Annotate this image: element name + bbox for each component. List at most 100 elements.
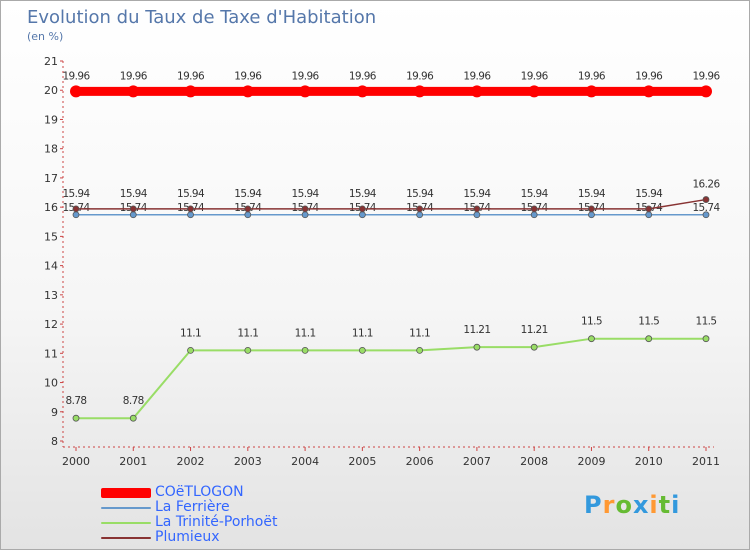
- data-label: 11.1: [352, 327, 373, 339]
- data-point: [588, 205, 595, 213]
- y-tick-label: 13: [44, 289, 58, 302]
- data-label: 19.96: [578, 70, 606, 82]
- x-tick-label: 2008: [520, 455, 548, 468]
- data-label: 11.1: [180, 327, 201, 339]
- data-label: 11.21: [521, 324, 548, 336]
- data-label: 15.94: [292, 188, 320, 200]
- data-point: [416, 346, 424, 354]
- data-point: [72, 205, 80, 213]
- data-point: [702, 335, 710, 343]
- data-point: [585, 85, 598, 98]
- x-tick-label: 2007: [463, 455, 491, 468]
- data-point: [473, 343, 481, 351]
- data-point: [241, 85, 254, 98]
- data-label: 15.94: [62, 188, 90, 200]
- series-2: 8.78 8.78 11.1 11.1 11.1 11.1 11.1 11.21 11.21 11…: [66, 316, 717, 422]
- y-tick-label: 8: [51, 435, 58, 448]
- series-line: [76, 337, 706, 420]
- y-tick-label: 20: [44, 84, 58, 97]
- data-label: 19.96: [234, 70, 262, 82]
- data-label: 19.96: [120, 70, 148, 82]
- legend-item: La Trinité-Porhoët: [101, 515, 277, 530]
- data-label: 8.78: [123, 395, 144, 407]
- logo-letter: o: [615, 491, 633, 519]
- data-point: [299, 85, 312, 98]
- y-tick-label: 10: [44, 377, 58, 390]
- data-label: 11.5: [638, 316, 659, 328]
- y-tick-label: 19: [44, 113, 58, 126]
- y-tick-label: 18: [44, 143, 58, 156]
- legend: COëTLOGON La Ferrière La Trinité-Porhoët Pl…: [101, 485, 277, 545]
- data-label: 15.94: [349, 188, 377, 200]
- data-label: 8.78: [66, 395, 87, 407]
- data-point: [528, 85, 541, 98]
- data-label: 15.94: [521, 188, 549, 200]
- x-tick-label: 2001: [119, 455, 147, 468]
- data-point: [358, 346, 366, 354]
- axes: 8 9 10 11 12 13 14 15 16 17 18 19 20 21 2000 2001 2002 20…: [44, 55, 720, 468]
- x-tick-label: 2002: [177, 455, 205, 468]
- y-tick-label: 21: [44, 55, 58, 68]
- series-3: 15.94 15.94 15.94 15.94 15.94 15.94 15.94 15.94…: [62, 179, 721, 213]
- logo-letter: i: [671, 491, 681, 519]
- series-1: 15.7415.7415.7415.7415.7415.7415.7415.74…: [62, 202, 721, 219]
- y-tick-label: 15: [44, 230, 58, 243]
- legend-item: COëTLOGON: [101, 485, 277, 500]
- data-label: 15.94: [120, 188, 148, 200]
- legend-swatch: [101, 536, 151, 539]
- data-point: [645, 205, 653, 213]
- y-tick-label: 17: [44, 172, 58, 185]
- data-label: 16.26: [692, 179, 720, 191]
- data-point: [702, 196, 710, 203]
- legend-label: COëTLOGON: [155, 484, 244, 500]
- data-label: 19.96: [62, 70, 90, 82]
- data-label: 19.96: [177, 70, 205, 82]
- data-point: [530, 343, 538, 351]
- data-point: [127, 85, 140, 98]
- data-point: [588, 335, 595, 343]
- data-point: [473, 205, 481, 213]
- x-tick-label: 2004: [291, 455, 319, 468]
- series-0: 19.96 19.96 19.96 19.96 19.96 19.96 19.96 19.96…: [62, 70, 721, 98]
- legend-swatch: [101, 506, 151, 509]
- logo-letter: P: [584, 491, 603, 519]
- logo-letter: r: [602, 491, 616, 519]
- proxiti-logo: Proxiti: [584, 491, 680, 519]
- y-tick-label: 11: [44, 347, 58, 360]
- x-tick-label: 2006: [406, 455, 434, 468]
- y-tick-label: 9: [51, 406, 58, 419]
- data-point: [530, 205, 538, 213]
- data-label: 11.1: [237, 327, 258, 339]
- data-point: [413, 85, 426, 98]
- data-point: [187, 346, 194, 354]
- series-layer: 8.78 8.78 11.1 11.1 11.1 11.1 11.1 11.21 11.21 11…: [62, 70, 721, 422]
- data-point: [416, 205, 424, 213]
- data-point: [70, 85, 82, 98]
- x-tick-label: 2000: [62, 455, 90, 468]
- data-point: [187, 205, 194, 213]
- data-point: [72, 414, 80, 422]
- legend-item: La Ferrière: [101, 500, 277, 515]
- data-point: [642, 85, 655, 98]
- logo-letter: t: [658, 491, 672, 519]
- x-tick-label: 2009: [577, 455, 605, 468]
- data-label: 11.21: [463, 324, 490, 336]
- data-point: [356, 85, 369, 98]
- legend-label: La Ferrière: [155, 499, 230, 515]
- chart-title: Evolution du Taux de Taxe d'Habitation: [27, 7, 377, 28]
- data-point: [700, 85, 712, 98]
- x-tick-label: 2005: [348, 455, 376, 468]
- data-point: [702, 211, 710, 219]
- series-line: [76, 198, 707, 210]
- x-tick-label: 2003: [234, 455, 262, 468]
- data-label: 11.1: [409, 327, 430, 339]
- data-label: 19.96: [406, 70, 434, 82]
- data-label: 19.96: [635, 70, 663, 82]
- data-point: [244, 346, 252, 354]
- x-tick-label: 2011: [692, 455, 720, 468]
- data-label: 15.94: [234, 188, 262, 200]
- legend-item: Plumieux: [101, 530, 277, 545]
- y-tick-label: 14: [44, 260, 58, 273]
